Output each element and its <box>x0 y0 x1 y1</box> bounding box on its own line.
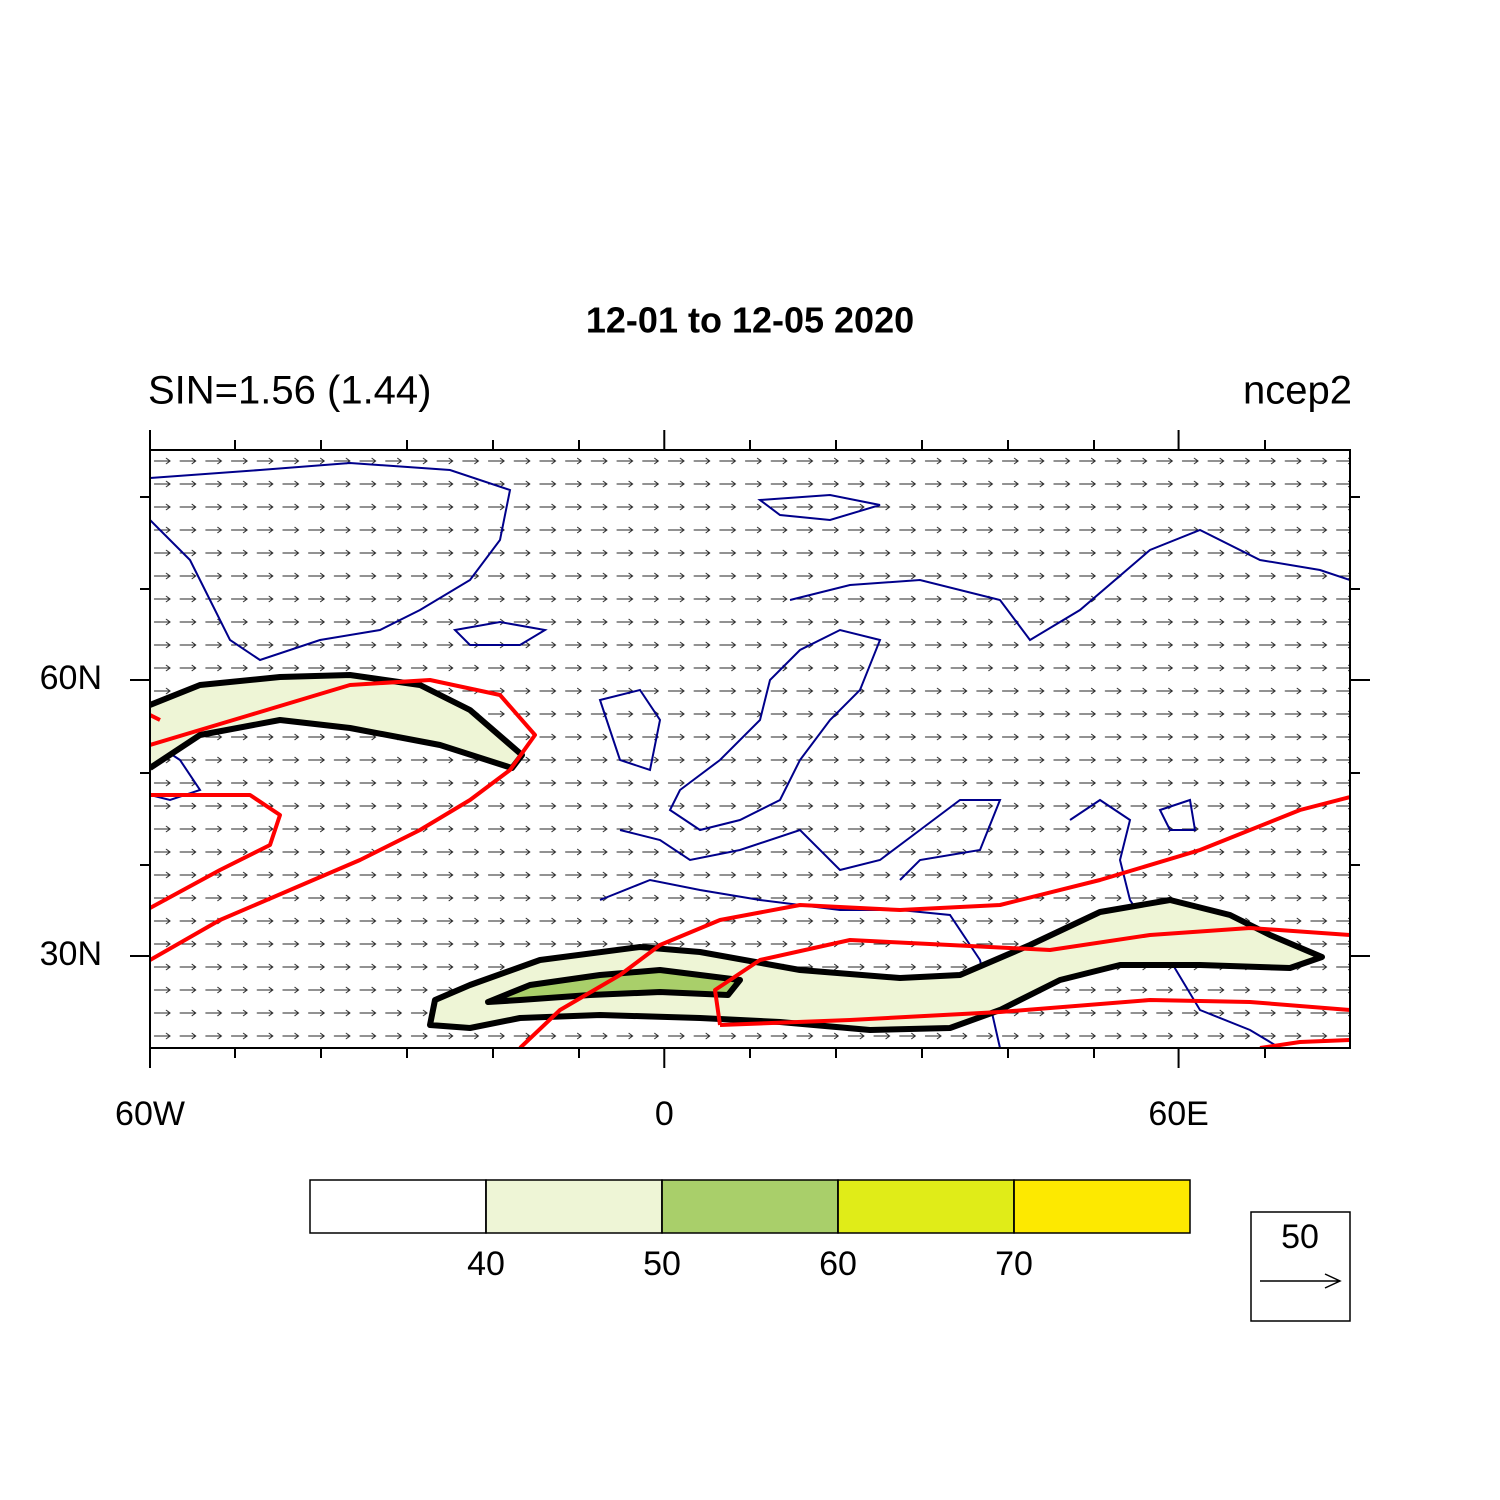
title: 12-01 to 12-05 2020 <box>586 300 914 341</box>
reference-label: 50 <box>1281 1218 1319 1256</box>
y-tick-label: 60N <box>40 659 102 697</box>
colorbar-box <box>485 1179 663 1234</box>
colorbar-label: 70 <box>995 1245 1033 1283</box>
x-tick-label: 60E <box>1148 1095 1209 1133</box>
colorbar-label: 50 <box>643 1245 681 1283</box>
left-string: SIN=1.56 (1.44) <box>148 369 432 413</box>
x-tick-label: 0 <box>655 1095 674 1133</box>
right-string: ncep2 <box>1243 369 1352 413</box>
colorbar-box <box>837 1179 1015 1234</box>
reference-box <box>1250 1211 1351 1322</box>
minor-ticks <box>140 440 1360 1058</box>
colorbar-box <box>661 1179 839 1234</box>
y-tick-label: 30N <box>40 935 102 973</box>
map-body <box>150 450 1350 1048</box>
reference-arrow <box>1260 1273 1342 1289</box>
shaded-jet-50 <box>485 967 743 1005</box>
colorbar-label: 40 <box>467 1245 505 1283</box>
red-contours <box>150 678 1350 1048</box>
colorbar-box <box>1013 1179 1191 1234</box>
colorbar-box <box>309 1179 487 1234</box>
x-tick-label: 60W <box>115 1095 185 1133</box>
coastline <box>150 461 1350 1048</box>
colorbar-label: 60 <box>819 1245 857 1283</box>
shaded-jet-40 <box>427 897 1325 1033</box>
